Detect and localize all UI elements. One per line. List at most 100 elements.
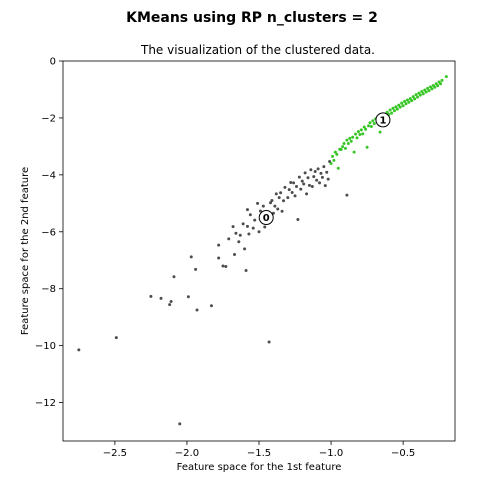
cluster-0-point-14 xyxy=(217,243,221,247)
cluster-1-point-66 xyxy=(424,90,428,94)
cluster-0-point-73 xyxy=(319,171,323,175)
cluster-1-point-4 xyxy=(335,152,339,156)
cluster-0-point-40 xyxy=(270,198,274,202)
cluster-0-point-31 xyxy=(253,218,257,222)
cluster-0-point-59 xyxy=(299,187,303,191)
cluster-0-point-32 xyxy=(256,201,260,205)
cluster-0-point-8 xyxy=(186,295,190,299)
cluster-1-point-15 xyxy=(351,135,355,139)
cluster-1-point-2 xyxy=(332,158,336,162)
cluster-1-point-78 xyxy=(444,75,448,79)
cluster-0-point-66 xyxy=(309,168,313,172)
plot-area-frame xyxy=(62,60,456,442)
x-tick-label-0: −2.5 xyxy=(103,448,127,459)
cluster-1-point-48 xyxy=(398,105,402,109)
cluster-0-point-6 xyxy=(172,275,176,279)
cluster-1-point-76 xyxy=(439,82,443,86)
cluster-1-point-64 xyxy=(421,92,425,96)
cluster-1-point-26 xyxy=(367,124,371,128)
cluster-1-point-1 xyxy=(331,154,334,158)
x-tick-label-3: −1.0 xyxy=(319,448,343,459)
y-tick-label-1: −2 xyxy=(41,113,56,124)
cluster-1-point-44 xyxy=(392,109,396,113)
cluster-0-point-1 xyxy=(114,336,118,340)
cluster-0-point-11 xyxy=(195,308,199,312)
x-tick-label-4: −0.5 xyxy=(391,448,415,459)
cluster-1-point-21 xyxy=(359,128,363,132)
cluster-0-point-71 xyxy=(316,167,320,171)
y-tick-label-5: −10 xyxy=(35,341,56,352)
cluster-0-point-52 xyxy=(289,181,293,185)
x-axis-ticks: −2.5 −2.0 −1.5 −1.0 −0.5 xyxy=(103,441,415,459)
cluster-0-point-69 xyxy=(313,169,317,173)
cluster-0-point-4 xyxy=(168,303,172,307)
cluster-1-point-27 xyxy=(368,121,372,125)
y-tick-label-4: −8 xyxy=(41,284,56,295)
y-tick-label-2: −4 xyxy=(41,170,56,181)
cluster-0-point-13 xyxy=(217,256,221,260)
cluster-1-point-67 xyxy=(426,86,430,90)
cluster-0-point-21 xyxy=(237,240,241,244)
cluster-0-point-50 xyxy=(286,196,290,200)
x-tick-label-2: −1.5 xyxy=(247,448,271,459)
y-tick-label-0: 0 xyxy=(50,57,56,68)
cluster-0-point-55 xyxy=(293,194,297,198)
cluster-0-point-78 xyxy=(326,177,330,181)
cluster-0-point-37 xyxy=(263,225,267,229)
cluster-1-point-43 xyxy=(391,106,395,110)
cluster-0-point-48 xyxy=(282,199,285,203)
cluster-0-point-19 xyxy=(233,253,236,257)
cluster-1-point-16 xyxy=(352,150,356,154)
cluster-0-point-76 xyxy=(323,184,327,188)
cluster-0-point-80 xyxy=(345,193,349,197)
cluster-1-point-72 xyxy=(433,85,437,89)
cluster-0-point-27 xyxy=(245,208,249,212)
cluster-1-point-54 xyxy=(407,100,411,104)
cluster-0-point-60 xyxy=(300,179,304,183)
cluster-1-point-58 xyxy=(413,97,417,101)
cluster-0-point-42 xyxy=(273,204,277,208)
cluster-0-point-53 xyxy=(290,191,294,195)
chart-suptitle: KMeans using RP n_clusters = 2 xyxy=(126,10,378,26)
cluster-0-point-0 xyxy=(77,348,81,352)
cluster-1-point-77 xyxy=(440,78,444,82)
cluster-1-point-39 xyxy=(385,110,389,114)
cluster-0-point-38 xyxy=(267,340,271,344)
cluster-0-point-15 xyxy=(221,264,225,268)
cluster-1-point-42 xyxy=(390,111,394,115)
cluster-0-point-75 xyxy=(322,165,326,169)
cluster-1-point-14 xyxy=(349,139,353,143)
cluster-1-point-28 xyxy=(369,124,373,128)
cluster-0-point-33 xyxy=(257,230,261,234)
cluster-1-point-34 xyxy=(378,130,382,134)
cluster-1-point-17 xyxy=(354,132,358,136)
cluster-1-point-19 xyxy=(356,130,360,134)
cluster-1-point-9 xyxy=(342,142,346,146)
cluster-1-point-50 xyxy=(401,104,405,108)
cluster-1-point-74 xyxy=(436,84,440,88)
cluster-1-point-70 xyxy=(430,87,434,91)
cluster-0-point-9 xyxy=(189,255,193,259)
cluster-0-point-47 xyxy=(280,209,284,213)
cluster-1-point-29 xyxy=(371,119,375,123)
cluster-0-point-58 xyxy=(297,175,301,179)
cluster-0-point-28 xyxy=(247,232,251,236)
cluster-1-point-24 xyxy=(364,127,368,131)
cluster-1-point-3 xyxy=(333,150,337,154)
cluster-1-point-60 xyxy=(416,95,420,99)
cluster-0-point-43 xyxy=(274,192,278,196)
cluster-0-point-34 xyxy=(258,209,262,213)
cluster-1-point-52 xyxy=(404,102,408,106)
cluster-center-label-0: 0 xyxy=(263,213,270,224)
cluster-center-marker-1 xyxy=(375,112,391,128)
cluster-0-point-3 xyxy=(159,296,163,300)
cluster-0-point-51 xyxy=(287,188,291,192)
cluster-1-point-12 xyxy=(346,142,350,146)
cluster-1-point-46 xyxy=(395,107,399,111)
cluster-0-point-72 xyxy=(318,181,322,185)
cluster-0-point-36 xyxy=(261,204,265,208)
cluster-0-point-68 xyxy=(312,175,316,179)
cluster-1-point-5 xyxy=(336,166,340,170)
cluster-1-point-68 xyxy=(427,89,431,93)
